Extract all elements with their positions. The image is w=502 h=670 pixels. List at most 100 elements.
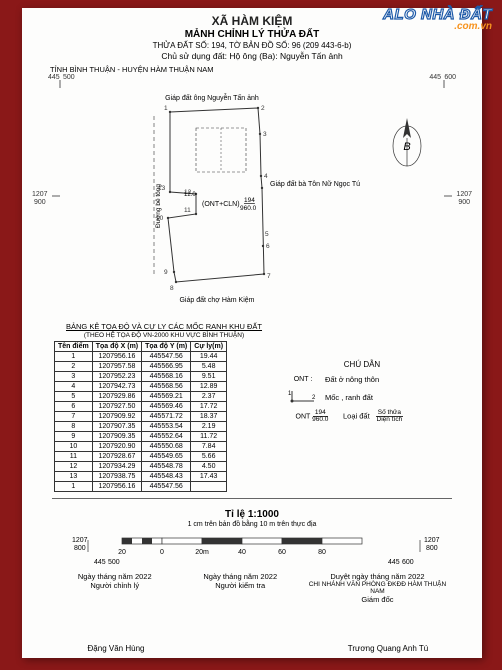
legend-box: CHÚ DẪN ONT : Đất ở nông thôn 12 Mốc , r… bbox=[287, 360, 437, 428]
compass-label: B bbox=[403, 141, 410, 153]
table-cell: 445547.56 bbox=[142, 482, 191, 492]
svg-text:Đường bê tông: Đường bê tông bbox=[155, 184, 162, 228]
table-cell: 1207952.23 bbox=[92, 372, 141, 382]
table-cell: 5.48 bbox=[191, 362, 227, 372]
table-cell: 445547.56 bbox=[142, 352, 191, 362]
sig-date: Duyệt ngày tháng năm 2022 bbox=[303, 572, 452, 581]
table-header: Tọa độ X (m) bbox=[92, 342, 141, 352]
table-cell: 445549.65 bbox=[142, 452, 191, 462]
table-cell: 445566.95 bbox=[142, 362, 191, 372]
table-row: 31207952.23445568.169.51 bbox=[55, 372, 227, 382]
doc-title: MẢNH CHỈNH LÝ THỬA ĐẤT bbox=[22, 29, 482, 40]
coord-table-subtitle: (THEO HỆ TỌA ĐỘ VN-2000 KHU VỰC BÌNH THU… bbox=[54, 332, 274, 339]
sig-role: Giám đốc bbox=[303, 595, 452, 604]
table-cell: 12.89 bbox=[191, 382, 227, 392]
photo-background: XÃ HÀM KIỆM MẢNH CHỈNH LÝ THỬA ĐẤT THỬA … bbox=[0, 0, 502, 670]
sig-role: Người kiểm tra bbox=[177, 581, 302, 590]
table-cell: 9.51 bbox=[191, 372, 227, 382]
table-row: 81207907.35445553.542.19 bbox=[55, 422, 227, 432]
svg-text:5: 5 bbox=[265, 231, 269, 238]
table-cell: 2 bbox=[55, 362, 93, 372]
svg-text:960.0: 960.0 bbox=[240, 205, 257, 212]
svg-text:1: 1 bbox=[164, 105, 168, 112]
table-row: 51207929.86445569.212.37 bbox=[55, 392, 227, 402]
legend-text: Đất ở nông thôn bbox=[325, 375, 379, 384]
table-cell: 17.72 bbox=[191, 402, 227, 412]
table-cell: 445569.21 bbox=[142, 392, 191, 402]
table-cell: 3 bbox=[55, 372, 93, 382]
svg-text:Giáp đất ông Nguyễn Tấn ảnh: Giáp đất ông Nguyễn Tấn ảnh bbox=[165, 93, 259, 102]
cadastral-map: 445 500 445 600 1207 900 1207 900 B bbox=[52, 76, 452, 318]
svg-text:12.0: 12.0 bbox=[184, 192, 196, 198]
table-cell: 4.50 bbox=[191, 462, 227, 472]
svg-text:2: 2 bbox=[261, 105, 265, 112]
table-cell: 445553.54 bbox=[142, 422, 191, 432]
svg-text:7: 7 bbox=[267, 273, 271, 280]
coord-ml1: 1207 bbox=[32, 191, 48, 198]
table-cell: 445550.68 bbox=[142, 442, 191, 452]
table-cell: 1207938.75 bbox=[92, 472, 141, 482]
table-cell: 1207907.35 bbox=[92, 422, 141, 432]
owner-value: Hộ ông (Ba): Nguyễn Tấn ảnh bbox=[229, 51, 342, 61]
svg-text:80: 80 bbox=[318, 549, 326, 556]
sig-name-2 bbox=[188, 644, 316, 653]
svg-text:11: 11 bbox=[184, 207, 191, 214]
legend-sym-ont: ONT : bbox=[287, 376, 319, 383]
svg-text:(ONT+CLN): (ONT+CLN) bbox=[202, 201, 240, 208]
legend-sym-frac: ONT 194960.0 bbox=[287, 410, 337, 423]
sig-col-2: Ngày tháng năm 2022 Người kiểm tra bbox=[177, 572, 302, 604]
table-cell: 12 bbox=[55, 462, 93, 472]
table-cell: 1207928.67 bbox=[92, 452, 141, 462]
sig-name-1: Đặng Văn Hùng bbox=[52, 644, 180, 653]
table-cell: 1207956.16 bbox=[92, 482, 141, 492]
coord-table-title: BẢNG KÊ TỌA ĐỘ VÀ CỰ LY CÁC MỐC RANH KHU… bbox=[54, 322, 274, 331]
province-line: TỈNH BÌNH THUẬN - HUYỆN HÀM THUẬN NAM bbox=[50, 65, 482, 74]
table-row: 111207928.67445549.655.66 bbox=[55, 452, 227, 462]
table-cell: 1207934.29 bbox=[92, 462, 141, 472]
svg-text:0: 0 bbox=[160, 549, 164, 556]
scale-ratio: Tỉ lệ 1:1000 bbox=[22, 509, 482, 520]
svg-text:3: 3 bbox=[263, 131, 267, 138]
table-cell: 2.37 bbox=[191, 392, 227, 402]
table-cell: 9 bbox=[55, 432, 93, 442]
owner-line: Chủ sử dụng đất: Hộ ông (Ba): Nguyễn Tấn… bbox=[22, 51, 482, 61]
table-row: 101207920.90445550.687.84 bbox=[55, 442, 227, 452]
table-cell: 10 bbox=[55, 442, 93, 452]
table-cell: 1 bbox=[55, 482, 93, 492]
sig-col-3: Duyệt ngày tháng năm 2022 CHI NHÁNH VĂN … bbox=[303, 572, 452, 604]
table-header: Tên điểm bbox=[55, 342, 93, 352]
svg-text:800: 800 bbox=[426, 545, 438, 552]
table-cell: 445571.72 bbox=[142, 412, 191, 422]
table-row: 91207909.35445552.6411.72 bbox=[55, 432, 227, 442]
table-cell: 13 bbox=[55, 472, 93, 482]
table-cell: 7 bbox=[55, 412, 93, 422]
table-cell: 2.19 bbox=[191, 422, 227, 432]
commune-name: XÃ HÀM KIỆM bbox=[22, 14, 482, 28]
table-cell: 1207909.92 bbox=[92, 412, 141, 422]
legend-title: CHÚ DẪN bbox=[287, 360, 437, 369]
svg-text:500: 500 bbox=[108, 559, 120, 566]
table-cell: 1207909.35 bbox=[92, 432, 141, 442]
table-cell: 445548.78 bbox=[142, 462, 191, 472]
table-cell: 1207956.16 bbox=[92, 352, 141, 362]
document-header: XÃ HÀM KIỆM MẢNH CHỈNH LÝ THỬA ĐẤT THỬA … bbox=[22, 8, 482, 61]
svg-text:194: 194 bbox=[244, 197, 255, 204]
legend-row: 12 Mốc , ranh đất bbox=[287, 389, 437, 405]
coord-ml2: 900 bbox=[34, 199, 46, 206]
svg-text:8: 8 bbox=[170, 285, 174, 292]
table-header: Cự ly(m) bbox=[191, 342, 227, 352]
table-cell: 8 bbox=[55, 422, 93, 432]
table-header: Tọa độ Y (m) bbox=[142, 342, 191, 352]
legend-text: Loại đất Số thửaDiện tích bbox=[343, 410, 403, 423]
scale-note: 1 cm trên bản đồ bằng 10 m trên thực địa bbox=[22, 521, 482, 528]
svg-text:1207: 1207 bbox=[424, 537, 440, 544]
table-cell: 1 bbox=[55, 352, 93, 362]
table-cell: 445548.43 bbox=[142, 472, 191, 482]
svg-text:40: 40 bbox=[238, 549, 246, 556]
table-cell: 445552.64 bbox=[142, 432, 191, 442]
sig-name-3: Trương Quang Anh Tú bbox=[324, 644, 452, 653]
table-cell: 18.37 bbox=[191, 412, 227, 422]
svg-text:20m: 20m bbox=[195, 549, 209, 556]
legend-text: Mốc , ranh đất bbox=[325, 393, 373, 402]
svg-text:1: 1 bbox=[288, 391, 292, 397]
